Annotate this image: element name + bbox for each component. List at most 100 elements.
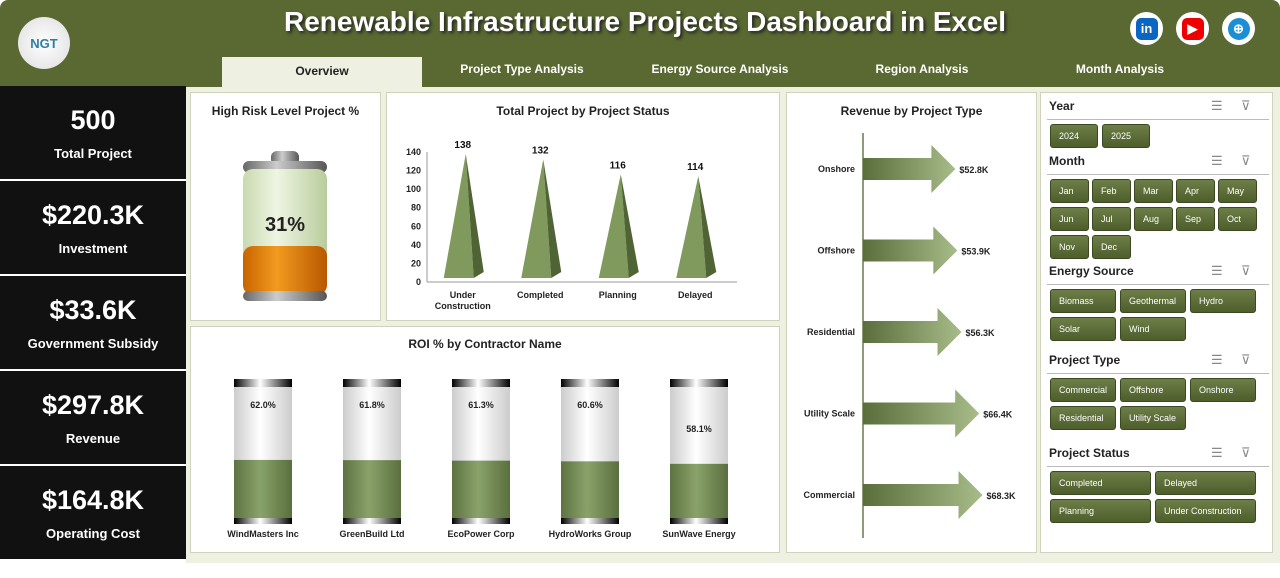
globe-icon[interactable]: ⊕ — [1222, 12, 1255, 45]
project-type-option-residential[interactable]: Residential — [1050, 406, 1116, 430]
year-option-2025[interactable]: 2025 — [1102, 124, 1150, 148]
chart-title: High Risk Level Project % — [211, 104, 360, 118]
month-option-nov[interactable]: Nov — [1050, 235, 1089, 259]
project-status-option-completed[interactable]: Completed — [1050, 471, 1151, 495]
kpi-value: $33.6K — [49, 295, 137, 325]
clear-filter-icon[interactable]: ⊽ — [1241, 153, 1251, 168]
energy-source-slicer-title: Energy Source — [1049, 264, 1134, 278]
tab-region-analysis[interactable]: Region Analysis — [875, 62, 969, 76]
y-tick-label: 0 — [416, 277, 421, 287]
energy-source-option-hydro[interactable]: Hydro — [1190, 289, 1256, 313]
x-tick-label: EcoPower Corp — [447, 529, 515, 539]
divider — [1047, 119, 1269, 120]
kpi-label: Revenue — [65, 431, 121, 446]
battery-fill — [243, 245, 327, 295]
kpi-value: $297.8K — [41, 390, 145, 420]
energy-source-option-biomass[interactable]: Biomass — [1050, 289, 1116, 313]
energy-source-option-solar[interactable]: Solar — [1050, 317, 1116, 341]
tab-overview[interactable]: Overview — [222, 57, 422, 87]
multi-select-icon[interactable]: ☰ — [1211, 263, 1223, 278]
tab-energy-source-analysis[interactable]: Energy Source Analysis — [651, 62, 789, 76]
month-option-jan[interactable]: Jan — [1050, 179, 1089, 203]
x-tick-line: Under — [450, 290, 477, 300]
bar — [863, 471, 983, 519]
project-status-option-under-construction[interactable]: Under Construction — [1155, 499, 1256, 523]
x-tick-label: Under Construction — [435, 290, 491, 311]
clear-filter-icon[interactable]: ⊽ — [1241, 98, 1251, 113]
project-type-option-offshore[interactable]: Offshore — [1120, 378, 1186, 402]
youtube-icon[interactable]: ▶ — [1176, 12, 1209, 45]
data-label: 138 — [454, 140, 471, 151]
data-label: 61.3% — [468, 400, 494, 410]
energy-source-option-geothermal[interactable]: Geothermal — [1120, 289, 1186, 313]
cylinder-base — [452, 518, 510, 524]
kpi-card: $297.8K Revenue — [0, 371, 186, 464]
bar — [863, 226, 958, 275]
kpi-card: $164.8K Operating Cost — [0, 466, 186, 559]
bar-side — [698, 176, 717, 278]
kpi-value: $164.8K — [41, 485, 145, 515]
kpi-value: $220.3K — [41, 200, 145, 230]
header: NGT Renewable Infrastructure Projects Da… — [0, 0, 1280, 87]
y-tick-label: 120 — [406, 166, 421, 176]
cylinder-base — [670, 518, 728, 524]
month-option-aug[interactable]: Aug — [1134, 207, 1173, 231]
bar — [598, 174, 629, 278]
kpi-value: 500 — [70, 105, 116, 135]
month-option-sep[interactable]: Sep — [1176, 207, 1215, 231]
divider — [1047, 466, 1269, 467]
project-type-slicer-title: Project Type — [1049, 353, 1121, 367]
month-option-apr[interactable]: Apr — [1176, 179, 1215, 203]
multi-select-icon[interactable]: ☰ — [1211, 153, 1223, 168]
clear-filter-icon[interactable]: ⊽ — [1241, 263, 1251, 278]
x-tick-label: Delayed — [678, 290, 713, 300]
month-option-jul[interactable]: Jul — [1092, 207, 1131, 231]
divider — [1047, 284, 1269, 285]
data-label: $56.3K — [966, 328, 996, 338]
data-label: $52.8K — [959, 165, 989, 175]
divider — [1047, 174, 1269, 175]
month-option-dec[interactable]: Dec — [1092, 235, 1131, 259]
cylinder-base — [561, 518, 619, 524]
clear-filter-icon[interactable]: ⊽ — [1241, 352, 1251, 367]
roi-chart-panel: ROI % by Contractor Name 62.0% WindMaster… — [190, 326, 780, 553]
y-tick-label: 60 — [411, 221, 421, 231]
energy-source-option-wind[interactable]: Wind — [1120, 317, 1186, 341]
data-label: $68.3K — [987, 491, 1017, 501]
project-type-option-utility-scale[interactable]: Utility Scale — [1120, 406, 1186, 430]
tab-month-analysis[interactable]: Month Analysis — [1075, 62, 1165, 76]
battery-base — [243, 291, 327, 301]
project-type-option-commercial[interactable]: Commercial — [1050, 378, 1116, 402]
month-option-jun[interactable]: Jun — [1050, 207, 1089, 231]
revenue-chart-panel: Revenue by Project Type Onshore $52.8K Off… — [786, 92, 1037, 553]
data-label: 61.8% — [359, 400, 385, 410]
tab-project-type-analysis[interactable]: Project Type Analysis — [460, 62, 584, 76]
month-option-mar[interactable]: Mar — [1134, 179, 1173, 203]
project-status-option-delayed[interactable]: Delayed — [1155, 471, 1256, 495]
kpi-label: Operating Cost — [46, 526, 140, 541]
clear-filter-icon[interactable]: ⊽ — [1241, 445, 1251, 460]
slicer-panel: Year ☰ ⊽ 2024 2025 Month ☰ ⊽ Jan Feb Mar Apr May Jun J… — [1040, 92, 1273, 553]
month-option-feb[interactable]: Feb — [1092, 179, 1131, 203]
y-tick-label: Offshore — [817, 246, 855, 256]
year-option-2024[interactable]: 2024 — [1050, 124, 1098, 148]
bar — [521, 159, 552, 278]
cylinder-cap — [234, 379, 292, 387]
linkedin-icon[interactable]: in — [1130, 12, 1163, 45]
multi-select-icon[interactable]: ☰ — [1211, 352, 1223, 367]
multi-select-icon[interactable]: ☰ — [1211, 445, 1223, 460]
multi-select-icon[interactable]: ☰ — [1211, 98, 1223, 113]
kpi-label: Investment — [58, 241, 128, 256]
month-option-may[interactable]: May — [1218, 179, 1257, 203]
month-option-oct[interactable]: Oct — [1218, 207, 1257, 231]
data-label: 60.6% — [577, 400, 603, 410]
data-label: 116 — [610, 160, 627, 171]
project-type-option-onshore[interactable]: Onshore — [1190, 378, 1256, 402]
y-tick-label: Utility Scale — [804, 409, 855, 419]
project-status-option-planning[interactable]: Planning — [1050, 499, 1151, 523]
cylinder-cap — [343, 379, 401, 387]
logo: NGT — [18, 17, 70, 69]
bar — [452, 460, 510, 522]
data-label: 58.1% — [686, 424, 712, 434]
data-label: 132 — [532, 145, 549, 156]
